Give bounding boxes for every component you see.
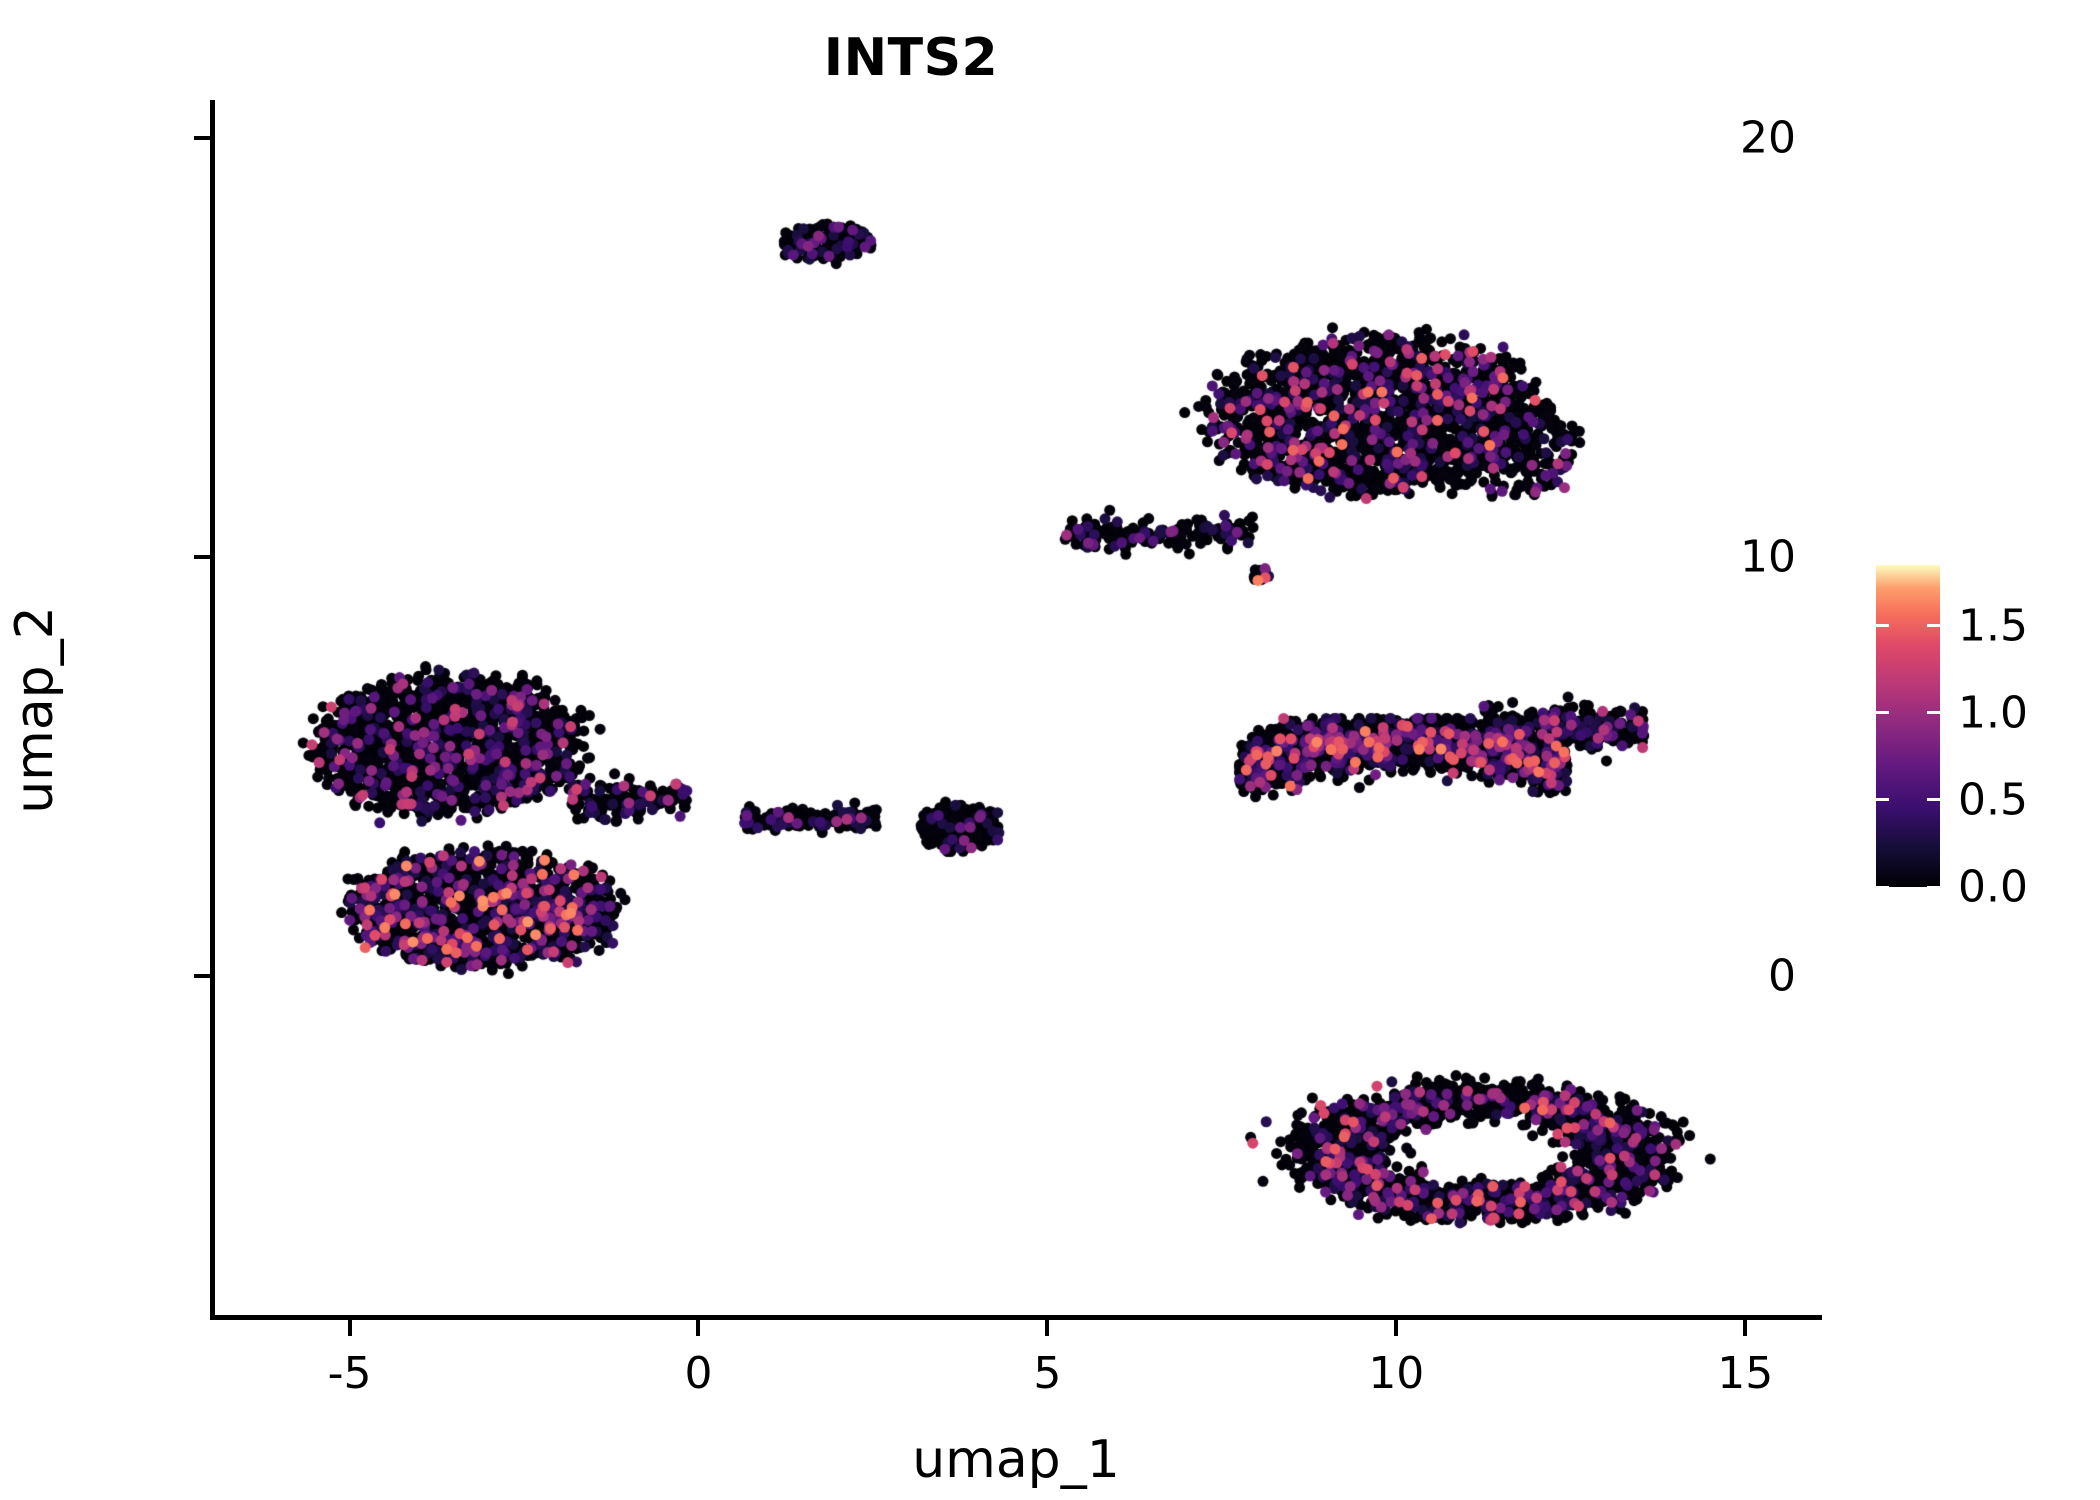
colorbar-tick-label: 0.0	[1958, 861, 2028, 913]
scatter-plot-axes: 0 10 20 -5 0 5 10 15 umap_1 umap_2	[5, 100, 1822, 1490]
colorbar-tick-label: 1.5	[1958, 600, 2028, 652]
x-axis-spine	[210, 1315, 1822, 1320]
x-tick-mark	[347, 1320, 352, 1336]
colorbar-tick-mark	[1876, 885, 1889, 889]
y-tick-label: 20	[1740, 112, 1796, 164]
colorbar-tick-mark	[1876, 798, 1889, 802]
colorbar-tick-label: 1.0	[1958, 687, 2028, 739]
y-tick-mark	[194, 974, 210, 979]
y-tick-label: 0	[1768, 950, 1796, 1002]
y-tick-mark	[194, 135, 210, 140]
colorbar-tick-mark	[1927, 885, 1940, 889]
y-tick-label: 10	[1740, 531, 1796, 583]
x-tick-label: -5	[327, 1348, 372, 1399]
x-tick-label: 15	[1717, 1348, 1774, 1399]
x-tick-mark	[1394, 1320, 1399, 1336]
colorbar-tick-mark	[1927, 711, 1940, 715]
colorbar-tick-mark	[1927, 798, 1940, 802]
x-tick-mark	[696, 1320, 701, 1336]
scatter-points-canvas	[210, 100, 1822, 1320]
x-axis-label: umap_1	[912, 1430, 1120, 1490]
colorbar-tick-mark	[1927, 624, 1940, 628]
colorbar-tick-label: 0.5	[1958, 774, 2028, 826]
expression-colorbar: 0.0 0.5 1.0 1.5	[1876, 565, 2076, 913]
colorbar-gradient	[1876, 565, 1940, 887]
colorbar-tick-mark	[1876, 624, 1889, 628]
colorbar-tick-mark	[1876, 711, 1889, 715]
y-tick-mark	[194, 554, 210, 559]
x-tick-mark	[1045, 1320, 1050, 1336]
y-axis-label: umap_2	[5, 606, 65, 814]
x-tick-label: 10	[1368, 1348, 1425, 1399]
x-tick-label: 0	[684, 1348, 713, 1399]
x-tick-mark	[1743, 1320, 1748, 1336]
y-axis-spine	[210, 100, 215, 1320]
x-tick-label: 5	[1033, 1348, 1062, 1399]
page-title: INTS2	[823, 28, 999, 88]
